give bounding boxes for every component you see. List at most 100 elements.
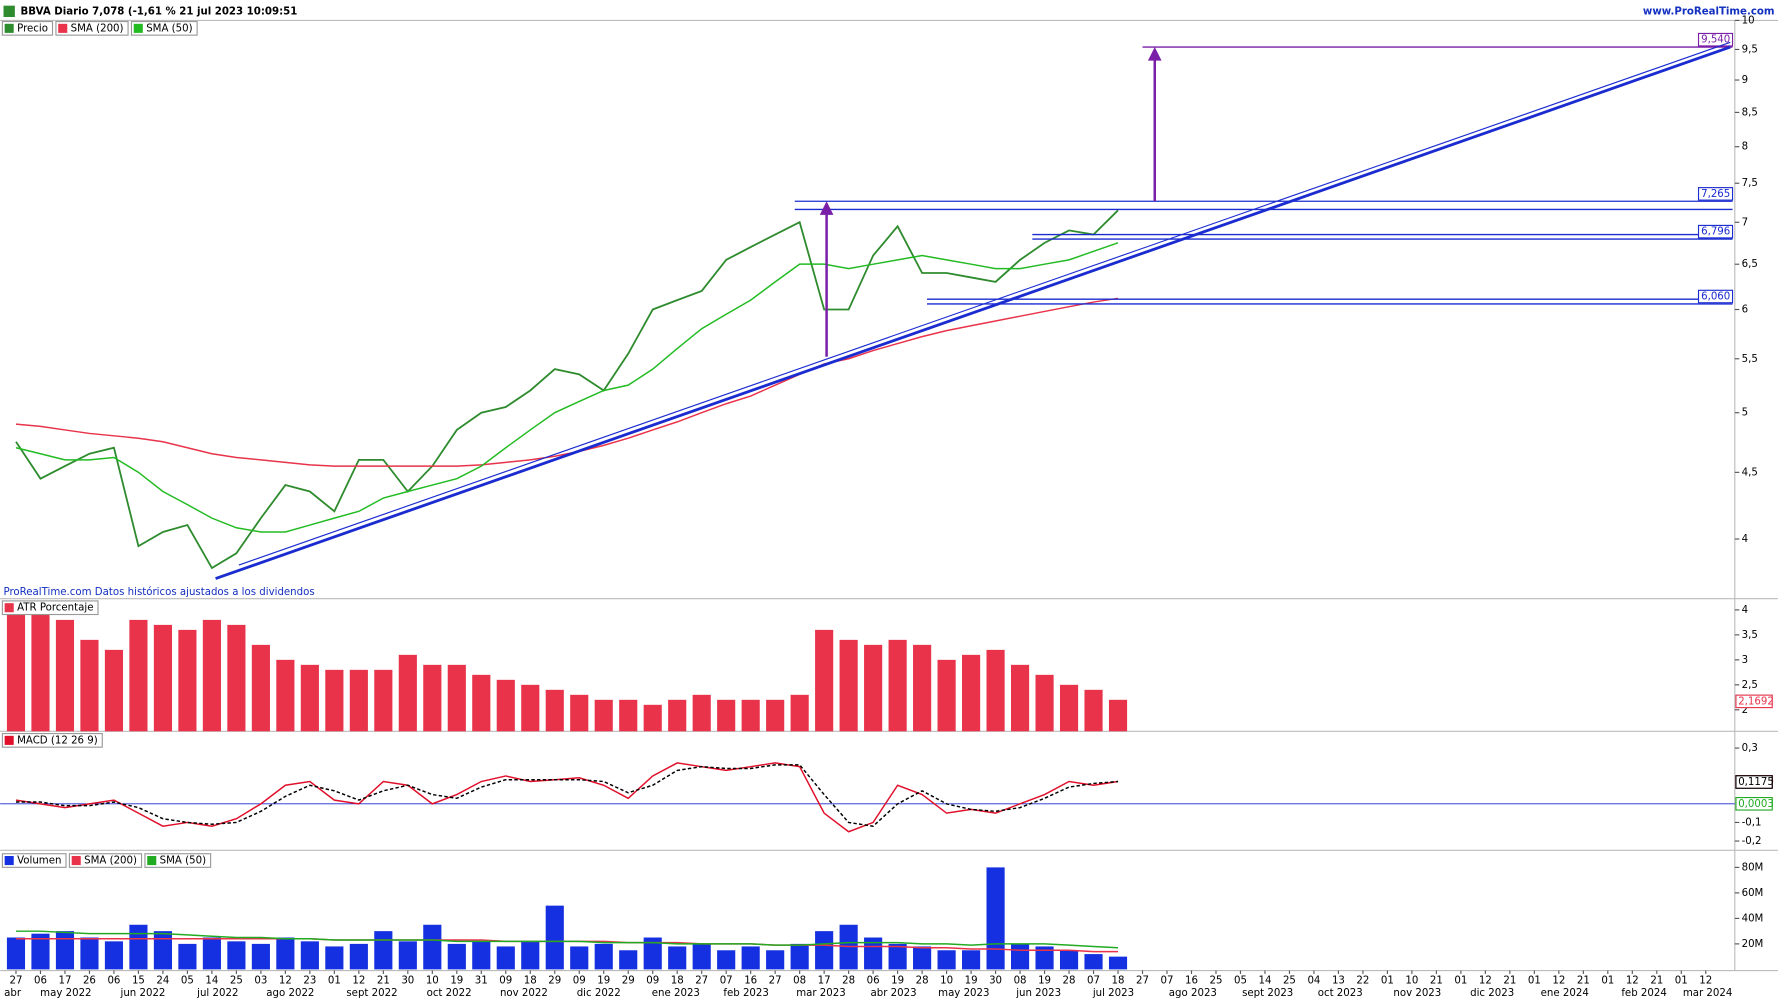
legend-item: Volumen — [1, 853, 67, 868]
x-tick-label: 28 — [916, 976, 929, 987]
bar — [643, 937, 662, 970]
x-tick-label: 27 — [9, 976, 22, 987]
level-label: 7,265 — [1701, 189, 1730, 200]
line — [15, 764, 1119, 827]
y-tick-label: 3,5 — [1742, 630, 1758, 641]
y-tick-label: -0,1 — [1742, 817, 1762, 828]
bar — [496, 679, 515, 732]
legend-item: Precio — [1, 20, 54, 36]
x-tick-label: 25 — [1209, 976, 1222, 987]
x-tick-label: 05 — [1234, 976, 1247, 987]
x-tick-label: 21 — [1650, 976, 1663, 987]
y-tick-label: -0,2 — [1742, 836, 1762, 847]
x-tick-label: 21 — [377, 976, 390, 987]
legend-item: MACD (12 26 9) — [1, 732, 103, 748]
level-label: 6,796 — [1701, 227, 1730, 238]
x-tick-label: 26 — [83, 976, 96, 987]
x-tick-label: 14 — [1258, 976, 1271, 987]
bar — [129, 619, 148, 732]
legend-label: ATR Porcentaje — [17, 603, 93, 614]
legend-box — [144, 853, 212, 868]
month-label: jul 2022 — [196, 988, 238, 999]
bar — [55, 619, 75, 732]
bar — [692, 694, 711, 732]
bar — [986, 649, 1005, 732]
legend-label: SMA (200) — [71, 23, 124, 34]
bar — [888, 943, 907, 970]
bar — [888, 639, 907, 732]
x-tick-label: 03 — [254, 976, 267, 987]
legend-item: SMA (50) — [144, 853, 212, 868]
bar — [643, 704, 662, 732]
line — [15, 242, 1119, 533]
bar — [570, 694, 589, 732]
month-label: may 2023 — [938, 988, 989, 999]
bar — [423, 924, 442, 970]
trendline — [215, 45, 1731, 580]
month-label: sept 2023 — [1242, 988, 1293, 999]
legend-label: SMA (50) — [146, 23, 192, 34]
bar — [937, 950, 956, 970]
legend-box — [55, 20, 129, 36]
bar — [472, 674, 491, 732]
bar — [937, 659, 956, 732]
source[interactable]: www.ProRealTime.com — [1643, 6, 1775, 17]
legend-swatch — [133, 23, 143, 33]
bar — [202, 937, 221, 970]
bar — [300, 664, 319, 732]
bar — [1059, 950, 1079, 970]
y-tick-label: 3 — [1742, 655, 1748, 666]
bar — [521, 684, 540, 732]
bar — [1035, 674, 1054, 732]
legend-swatch — [4, 23, 14, 33]
x-tick-label: 09 — [499, 976, 512, 987]
chart-title: BBVA Diario 7,078 (-1,61 % 21 jul 2023 1… — [21, 6, 298, 17]
month-label: oct 2022 — [427, 988, 472, 999]
current-label: 0,0003 — [1738, 799, 1774, 810]
x-tick-label: 19 — [965, 976, 978, 987]
x-tick-label: 01 — [1528, 976, 1541, 987]
legend-swatch — [4, 603, 14, 613]
x-tick-label: 19 — [891, 976, 904, 987]
x-tick-label: 27 — [695, 976, 708, 987]
bar — [104, 941, 124, 970]
bar — [276, 937, 295, 970]
bar — [790, 943, 809, 970]
bar — [153, 624, 172, 732]
x-tick-label: 16 — [1185, 976, 1198, 987]
x-tick-label: 18 — [1112, 976, 1125, 987]
y-tick-label: 4,5 — [1742, 467, 1758, 478]
x-tick-label: 19 — [1038, 976, 1051, 987]
legend-swatch — [4, 856, 14, 866]
line — [15, 209, 1119, 570]
month-label: may 2022 — [40, 988, 91, 999]
bar — [6, 614, 26, 732]
x-tick-label: 12 — [1626, 976, 1639, 987]
x-tick-label: 12 — [1479, 976, 1492, 987]
y-tick-label: 10 — [1742, 15, 1755, 26]
x-tick-label: 01 — [1601, 976, 1614, 987]
current-label: 2,1692 — [1738, 696, 1774, 707]
x-tick-label: 09 — [573, 976, 586, 987]
legend-box — [130, 20, 198, 36]
bar — [227, 941, 246, 970]
current-box — [1735, 694, 1773, 709]
bar — [668, 946, 687, 970]
note: ProRealTime.com Datos históricos ajustad… — [4, 586, 315, 598]
y-tick-label: 40M — [1742, 913, 1764, 924]
x-tick-label: 12 — [1552, 976, 1565, 987]
y-tick-label: 20M — [1742, 939, 1764, 950]
x-tick-label: 04 — [1307, 976, 1320, 987]
month-label: nov 2022 — [500, 988, 548, 999]
bar — [1084, 689, 1103, 732]
x-tick-label: 16 — [744, 976, 757, 987]
bar — [251, 644, 270, 732]
y-tick-label: 80M — [1742, 862, 1764, 873]
level-box — [1697, 289, 1734, 304]
bar — [300, 941, 319, 970]
y-tick-label: 5,5 — [1742, 354, 1758, 365]
bar — [6, 937, 26, 970]
x-tick-label: 06 — [34, 976, 47, 987]
bar — [398, 941, 417, 970]
